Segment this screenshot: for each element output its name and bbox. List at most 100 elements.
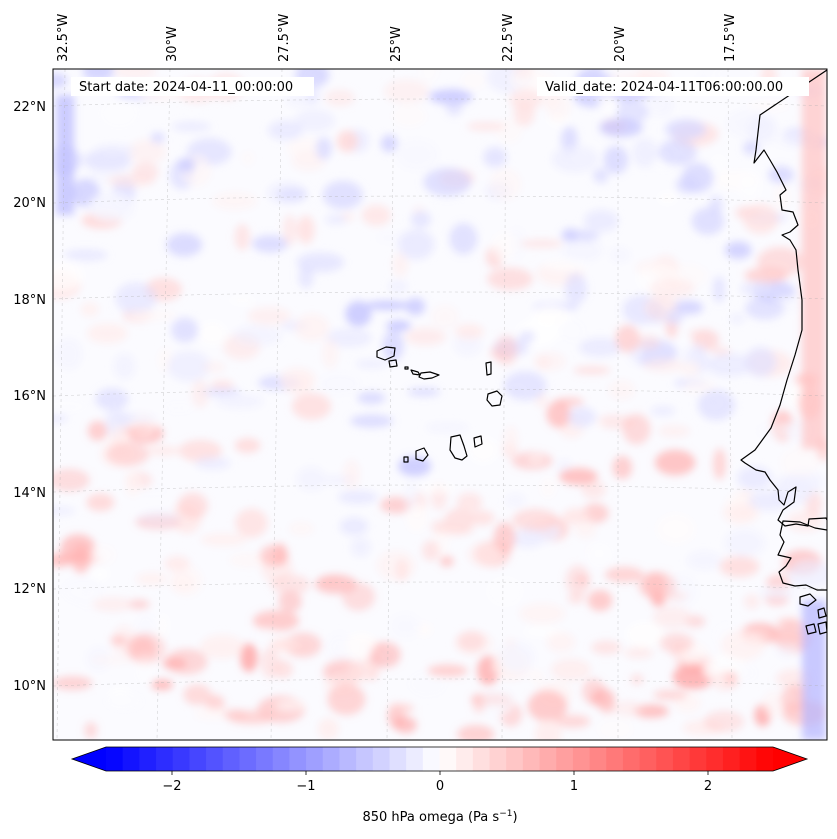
omega-blob (509, 88, 543, 111)
africa-coastline (740, 69, 827, 527)
colorbar-segment (739, 747, 757, 771)
omega-blob (768, 166, 794, 184)
colorbar-segment (539, 747, 557, 771)
island-sal (485, 361, 492, 376)
colorbar-label: 850 hPa omega (Pa s−1) (362, 809, 517, 825)
omega-blob (421, 482, 456, 493)
omega-blob (562, 240, 603, 262)
omega-blob (672, 300, 704, 315)
omega-blob (449, 223, 478, 255)
colorbar-segment (456, 747, 474, 771)
omega-blob (193, 707, 230, 721)
omega-blob (467, 542, 503, 567)
omega-blob (315, 137, 332, 160)
omega-blob (392, 252, 409, 277)
island-maio (473, 435, 483, 448)
omega-blob (87, 421, 108, 441)
omega-blob (63, 249, 108, 261)
omega-blob (87, 191, 134, 222)
omega-blob (652, 591, 688, 601)
omega-blob (322, 338, 339, 369)
omega-blob (598, 95, 617, 112)
omega-blob (146, 446, 182, 456)
omega-blob (53, 413, 68, 424)
omega-edge-stripe (802, 600, 826, 740)
colorbar-segment (206, 747, 224, 771)
omega-field (53, 69, 827, 740)
omega-blob (275, 699, 308, 712)
colorbar-segment (156, 747, 174, 771)
omega-blob (327, 632, 351, 664)
omega-blob (766, 574, 790, 591)
omega-blob (551, 145, 599, 173)
omega-blob (681, 162, 714, 193)
omega-blob (483, 147, 507, 168)
omega-blob (294, 313, 330, 342)
omega-blob (622, 413, 651, 445)
colorbar-segment (572, 747, 591, 771)
omega-blob (383, 79, 430, 104)
omega-blob (687, 551, 723, 570)
lon-label-17-5w: 17.5°W (723, 14, 738, 62)
colorbar-segment (439, 747, 457, 771)
omega-blob (355, 359, 389, 369)
colorbar-units-exponent: −1 (499, 809, 512, 819)
omega-blob (625, 621, 664, 648)
omega-blob (724, 529, 765, 557)
colorbar-segment (172, 747, 190, 771)
lon-label-25w: 25°W (389, 26, 404, 62)
colorbar-tick-label-neg2: −2 (162, 779, 181, 794)
omega-blob (150, 132, 165, 144)
omega-blob (709, 195, 723, 215)
omega-blob (269, 637, 299, 651)
omega-blob (216, 394, 264, 409)
omega-blob (457, 725, 495, 740)
omega-blob (720, 630, 765, 661)
omega-blob (736, 466, 772, 490)
omega-blob (743, 140, 760, 155)
longitude-labels: 32.5°W 30°W 27.5°W 25°W 22.5°W 20°W 17.5… (56, 14, 738, 62)
lon-label-22-5w: 22.5°W (501, 14, 516, 62)
parallel-20n (53, 195, 827, 204)
omega-blob (227, 295, 258, 306)
omega-blob (562, 228, 578, 242)
omega-blob (550, 658, 592, 681)
colorbar-segment (356, 747, 374, 771)
colorbar-segment (422, 747, 441, 771)
omega-blob (466, 122, 506, 131)
omega-blob (788, 560, 827, 589)
omega-blob (178, 439, 222, 462)
omega-blob (503, 425, 519, 457)
meridian-32-5w (56, 69, 66, 740)
omega-blob (478, 686, 514, 717)
colorbar-extend-max (773, 747, 807, 771)
omega-blob (183, 684, 212, 705)
omega-blob (345, 301, 372, 327)
omega-blob (703, 710, 745, 733)
omega-blob (434, 524, 474, 536)
omega-blob (712, 276, 726, 303)
omega-blob (56, 257, 80, 274)
omega-blob (740, 281, 771, 297)
omega-blob (99, 99, 139, 128)
omega-blob (296, 467, 326, 491)
omega-blob (297, 215, 315, 244)
omega-blob (284, 632, 322, 658)
omega-blob (398, 229, 435, 260)
colorbar-segment (506, 747, 524, 771)
omega-blob (565, 565, 591, 596)
colorbar-segment (406, 747, 424, 771)
lat-label-22n: 22°N (13, 100, 46, 115)
omega-blob (405, 327, 446, 346)
omega-edge-stripe (56, 95, 74, 215)
omega-blob (748, 491, 790, 511)
valid-date-label: Valid_date: 2024-04-11T06:00:00.00 (545, 80, 783, 95)
omega-blob (125, 632, 166, 665)
omega-blob (386, 320, 411, 332)
omega-blob (241, 150, 254, 166)
omega-blob (779, 446, 821, 478)
omega-blob (567, 407, 596, 428)
omega-blob (279, 367, 316, 392)
omega-blob (95, 388, 129, 411)
omega-blob (555, 714, 591, 728)
